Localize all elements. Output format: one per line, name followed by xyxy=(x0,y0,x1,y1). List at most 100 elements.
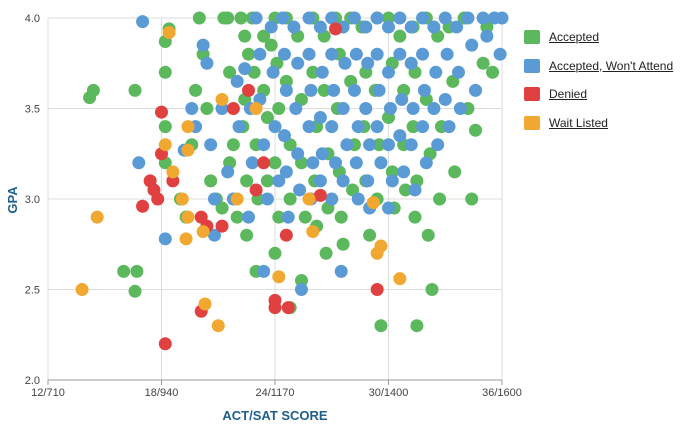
data-point[interactable] xyxy=(204,174,218,188)
data-point[interactable] xyxy=(417,83,431,97)
data-point[interactable] xyxy=(404,20,418,34)
data-point[interactable] xyxy=(238,62,252,76)
data-point[interactable] xyxy=(361,56,375,70)
data-point[interactable] xyxy=(404,56,418,70)
data-point[interactable] xyxy=(257,156,271,170)
data-point[interactable] xyxy=(192,11,206,25)
data-point[interactable] xyxy=(75,283,89,296)
data-point[interactable] xyxy=(416,11,430,25)
data-point[interactable] xyxy=(440,47,454,61)
data-point[interactable] xyxy=(374,156,388,170)
data-point[interactable] xyxy=(453,102,467,115)
data-point[interactable] xyxy=(427,20,441,34)
data-point[interactable] xyxy=(480,29,494,43)
data-point[interactable] xyxy=(162,25,176,39)
data-point[interactable] xyxy=(349,47,363,61)
data-point[interactable] xyxy=(319,246,333,260)
data-point[interactable] xyxy=(293,183,307,197)
data-point[interactable] xyxy=(399,183,413,197)
data-point[interactable] xyxy=(130,264,144,278)
data-point[interactable] xyxy=(370,11,384,25)
data-point[interactable] xyxy=(450,20,464,34)
data-point[interactable] xyxy=(382,20,395,34)
data-point[interactable] xyxy=(408,210,422,224)
data-point[interactable] xyxy=(302,120,316,134)
data-point[interactable] xyxy=(230,192,244,206)
data-point[interactable] xyxy=(385,165,399,179)
data-point[interactable] xyxy=(291,147,305,161)
data-point[interactable] xyxy=(291,56,305,70)
data-point[interactable] xyxy=(325,192,339,206)
data-point[interactable] xyxy=(223,65,237,79)
data-point[interactable] xyxy=(264,20,278,34)
data-point[interactable] xyxy=(419,156,433,170)
data-point[interactable] xyxy=(298,210,312,224)
data-point[interactable] xyxy=(336,174,350,188)
data-point[interactable] xyxy=(128,83,142,97)
data-point[interactable] xyxy=(272,210,286,224)
data-point[interactable] xyxy=(215,219,229,233)
data-point[interactable] xyxy=(211,319,225,333)
data-point[interactable] xyxy=(185,102,199,115)
data-point[interactable] xyxy=(260,174,274,188)
data-point[interactable] xyxy=(289,102,303,115)
data-point[interactable] xyxy=(302,192,316,206)
data-point[interactable] xyxy=(260,111,274,125)
data-point[interactable] xyxy=(249,183,263,197)
data-point[interactable] xyxy=(279,165,293,179)
data-point[interactable] xyxy=(215,201,229,215)
data-point[interactable] xyxy=(406,102,420,115)
data-point[interactable] xyxy=(242,47,256,61)
legend-label-accepted-wont-attend[interactable]: Accepted, Won't Attend xyxy=(549,58,674,73)
data-point[interactable] xyxy=(86,83,100,97)
data-point[interactable] xyxy=(313,188,327,202)
legend-label-accepted[interactable]: Accepted xyxy=(549,30,600,44)
data-point[interactable] xyxy=(351,120,365,134)
data-point[interactable] xyxy=(117,264,131,278)
data-point[interactable] xyxy=(370,120,384,134)
data-point[interactable] xyxy=(465,192,479,206)
data-point[interactable] xyxy=(279,228,293,242)
data-point[interactable] xyxy=(151,192,165,206)
data-point[interactable] xyxy=(397,165,411,179)
data-point[interactable] xyxy=(315,147,329,161)
data-point[interactable] xyxy=(304,83,318,97)
data-point[interactable] xyxy=(136,199,150,213)
data-point[interactable] xyxy=(283,192,297,206)
data-point[interactable] xyxy=(155,105,168,119)
data-point[interactable] xyxy=(268,246,282,260)
data-point[interactable] xyxy=(427,102,441,115)
data-point[interactable] xyxy=(226,138,240,152)
data-point[interactable] xyxy=(221,165,235,179)
data-point[interactable] xyxy=(451,65,465,79)
data-point[interactable] xyxy=(196,38,210,52)
data-point[interactable] xyxy=(166,174,180,188)
data-point[interactable] xyxy=(242,210,256,224)
data-point[interactable] xyxy=(257,264,271,278)
data-point[interactable] xyxy=(204,138,218,152)
data-point[interactable] xyxy=(336,237,350,251)
data-point[interactable] xyxy=(363,228,377,242)
data-point[interactable] xyxy=(240,174,254,188)
data-point[interactable] xyxy=(438,92,452,106)
data-point[interactable] xyxy=(272,270,286,284)
data-point[interactable] xyxy=(366,196,380,210)
data-point[interactable] xyxy=(315,65,329,79)
data-point[interactable] xyxy=(272,174,286,188)
data-point[interactable] xyxy=(128,284,142,298)
data-point[interactable] xyxy=(329,22,343,36)
data-point[interactable] xyxy=(272,102,286,115)
data-point[interactable] xyxy=(196,225,210,239)
data-point[interactable] xyxy=(136,15,150,29)
data-point[interactable] xyxy=(382,65,395,79)
data-point[interactable] xyxy=(277,129,291,143)
data-point[interactable] xyxy=(253,47,267,61)
data-point[interactable] xyxy=(374,239,388,253)
data-point[interactable] xyxy=(476,56,490,70)
data-point[interactable] xyxy=(90,210,104,224)
data-point[interactable] xyxy=(461,11,475,25)
data-point[interactable] xyxy=(302,47,316,61)
data-point[interactable] xyxy=(370,47,384,61)
legend-label-denied[interactable]: Denied xyxy=(549,87,588,101)
data-point[interactable] xyxy=(383,102,397,115)
